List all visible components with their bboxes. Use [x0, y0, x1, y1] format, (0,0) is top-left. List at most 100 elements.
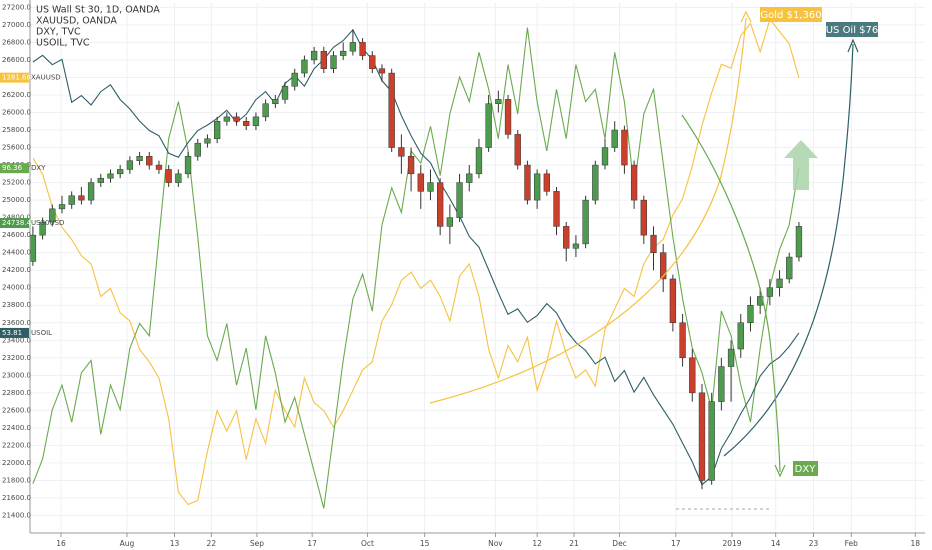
candle-body [718, 366, 725, 402]
candle-body [495, 99, 502, 104]
candle-body [78, 195, 85, 201]
y-tick-label: 26800.0 [2, 38, 31, 46]
candle-body [87, 182, 95, 201]
candle-body [39, 221, 46, 236]
y-tick-label: 24400.0 [2, 249, 31, 257]
candle-body [398, 147, 405, 157]
price-tag-value: 24738.4 [2, 219, 31, 227]
x-tick-label: 12 [532, 539, 542, 548]
candle-body [369, 55, 376, 69]
gold-projection [429, 17, 747, 404]
candle-body [630, 164, 638, 201]
candle-body [650, 234, 657, 253]
candle-body [660, 252, 667, 280]
candle-body [514, 134, 521, 166]
y-tick-label: 26200.0 [2, 91, 31, 99]
candle-body [446, 217, 454, 227]
x-tick-label: 14 [771, 539, 781, 548]
x-tick-label: Feb [845, 539, 859, 548]
y-tick-label: 24000.0 [2, 284, 31, 292]
oil-note: US Oil $76 [826, 25, 879, 36]
legend-entry: DXY, TVC [36, 27, 81, 38]
y-tick-label: 23000.0 [2, 371, 31, 379]
y-tick-label: 26000.0 [2, 109, 31, 117]
x-tick-label: 17 [671, 539, 681, 548]
candle-body [136, 156, 143, 161]
y-tick-label: 22000.0 [2, 459, 31, 467]
candle-body [776, 278, 783, 288]
candle-body [146, 156, 153, 166]
candle-body [310, 50, 318, 61]
x-tick-label: 13 [170, 539, 180, 548]
x-tick-label: 22 [207, 539, 217, 548]
candle-body [747, 304, 754, 324]
dxy-arrow [774, 464, 786, 478]
legend-entry: XAUUSD, OANDA [36, 16, 117, 27]
candle-body [155, 164, 163, 170]
projections [429, 10, 859, 510]
candle-body [281, 85, 289, 100]
candle-body [689, 357, 696, 394]
candle-body [466, 173, 473, 183]
price-tag-symbol: USOIL [31, 329, 52, 337]
series-line [32, 27, 800, 509]
price-tag-value: 1281.689 [2, 74, 35, 82]
candle-body [340, 50, 347, 56]
gold-arrow [740, 10, 752, 23]
candle-body [349, 42, 357, 52]
x-tick-label: 16 [56, 539, 66, 548]
y-tick-label: 21400.0 [2, 511, 31, 519]
price-tag [0, 327, 29, 338]
candle-body [175, 173, 182, 183]
price-tag [0, 163, 29, 174]
candle-body [126, 160, 134, 170]
candle-body [533, 173, 541, 201]
candle-body [320, 50, 327, 69]
candle-body [669, 278, 677, 324]
candle-body [611, 129, 618, 148]
candle-body [407, 156, 415, 175]
candle-body [553, 191, 560, 227]
candle-body [563, 226, 570, 249]
x-tick-label: 17 [307, 539, 317, 548]
price-tag-symbol: DXY [31, 164, 46, 172]
candle-body [679, 322, 686, 359]
candle-body [68, 195, 75, 205]
x-tick-label: Nov [488, 539, 503, 548]
x-tick-label: 2019 [722, 539, 741, 548]
line-series [32, 18, 800, 509]
candle-body [727, 348, 735, 367]
y-tick-label: 27000.0 [2, 21, 31, 29]
candle-body [223, 116, 231, 122]
candle-body [621, 129, 628, 166]
price-tag [0, 218, 29, 229]
candle-body [58, 204, 66, 210]
candle-body [301, 59, 308, 74]
candle-body [504, 99, 512, 135]
y-tick-label: 23400.0 [2, 336, 31, 344]
legend-entry: US Wall St 30, 1D, OANDA [36, 5, 160, 16]
y-tick-label: 22600.0 [2, 406, 31, 414]
candle-body [262, 103, 269, 118]
candle-body [330, 55, 337, 69]
y-tick-label: 21800.0 [2, 476, 31, 484]
candle-body [582, 199, 589, 245]
y-tick-label: 22800.0 [2, 389, 31, 397]
y-tick-label: 22200.0 [2, 441, 31, 449]
y-tick-label: 24800.0 [2, 214, 31, 222]
y-tick-label: 21600.0 [2, 494, 31, 502]
series-line [32, 18, 800, 506]
candle-body [243, 121, 250, 126]
candle-body [49, 208, 56, 223]
candle-body [572, 243, 580, 249]
candle-body [640, 199, 647, 236]
candle-body [233, 116, 240, 122]
y-tick-label: 24200.0 [2, 266, 31, 274]
candle-body [456, 182, 463, 218]
candle-body [204, 138, 211, 144]
x-tick-label: 21 [569, 539, 579, 548]
candle-body [698, 392, 706, 481]
candle-body [252, 116, 260, 126]
y-tick-label: 26600.0 [2, 56, 31, 64]
